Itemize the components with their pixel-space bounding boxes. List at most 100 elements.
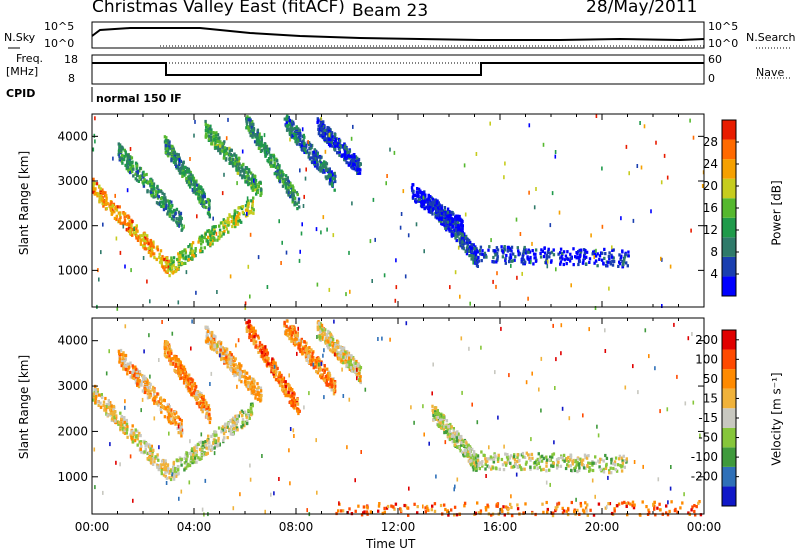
data-cell (208, 199, 211, 203)
data-cell (122, 221, 125, 225)
data-cell (171, 261, 174, 265)
data-cell (156, 453, 159, 457)
data-cell (669, 264, 672, 269)
data-cell (621, 265, 624, 269)
data-cell (508, 260, 511, 264)
data-cell (290, 119, 293, 123)
data-cell (236, 414, 239, 418)
data-cell (212, 341, 216, 345)
data-cell (246, 125, 250, 129)
data-cell (208, 420, 212, 425)
data-cell (183, 173, 186, 177)
data-cell (394, 298, 397, 303)
data-cell (248, 210, 251, 214)
data-cell (241, 370, 244, 374)
data-cell (329, 138, 332, 142)
data-cell (172, 263, 175, 267)
data-cell (546, 264, 549, 269)
data-cell (309, 359, 312, 363)
data-cell (217, 149, 220, 153)
data-cell (552, 253, 556, 257)
data-cell (194, 444, 197, 448)
data-cell (257, 350, 260, 354)
data-cell (230, 220, 233, 224)
data-cell (296, 192, 299, 197)
data-cell (313, 160, 316, 164)
data-cell (193, 396, 197, 400)
data-cell (459, 223, 462, 227)
data-cell (163, 135, 167, 139)
data-cell (660, 256, 662, 261)
data-cell (170, 258, 173, 262)
data-cell (249, 134, 252, 138)
data-cell (319, 163, 322, 167)
data-cell (246, 321, 249, 325)
data-cell (577, 250, 580, 254)
velocity-heatmap (92, 319, 703, 518)
data-cell (569, 252, 572, 256)
data-cell (358, 171, 362, 175)
data-cell (155, 395, 158, 399)
data-cell (217, 145, 220, 149)
data-cell (445, 212, 448, 216)
data-cell (146, 443, 150, 447)
data-cell (221, 191, 224, 196)
data-cell (236, 222, 240, 226)
data-cell (292, 396, 296, 400)
data-cell (255, 387, 259, 391)
data-cell (619, 257, 622, 261)
data-cell (325, 336, 328, 340)
data-cell (298, 142, 301, 147)
data-cell (105, 196, 108, 200)
data-cell (238, 363, 241, 367)
data-cell (416, 187, 419, 191)
data-cell (251, 380, 254, 385)
data-cell (621, 249, 624, 253)
data-cell (425, 205, 428, 209)
data-cell (385, 181, 387, 186)
data-cell (200, 394, 203, 398)
data-cell (291, 120, 295, 124)
data-cell (185, 451, 188, 455)
data-cell (611, 263, 615, 267)
data-cell (148, 451, 152, 455)
data-cell (259, 395, 263, 399)
data-cell (124, 264, 126, 269)
data-cell (173, 154, 176, 158)
data-cell (256, 128, 260, 132)
data-cell (201, 194, 205, 199)
data-cell (580, 248, 583, 252)
data-cell (194, 181, 197, 185)
data-cell (355, 156, 359, 160)
data-cell (249, 385, 252, 389)
data-cell (434, 201, 437, 205)
data-cell (125, 222, 128, 227)
data-cell (182, 160, 185, 164)
data-cell (202, 407, 205, 411)
data-cell (155, 402, 159, 406)
data-cell (302, 138, 305, 142)
data-cell (166, 199, 169, 203)
data-cell (157, 403, 160, 407)
data-cell (109, 205, 112, 209)
data-cell (540, 248, 543, 252)
data-cell (419, 189, 422, 193)
data-cell (292, 122, 295, 126)
data-cell (123, 431, 127, 435)
data-cell (431, 200, 434, 204)
data-cell (172, 215, 176, 219)
data-cell (223, 146, 227, 150)
data-cell (277, 171, 280, 175)
data-cell (454, 233, 457, 237)
data-cell (200, 392, 203, 396)
data-cell (287, 127, 290, 131)
data-cell (203, 402, 207, 406)
data-cell (187, 254, 190, 258)
data-cell (208, 408, 211, 412)
data-cell (132, 167, 135, 171)
data-cell (313, 363, 317, 367)
data-cell (219, 348, 222, 352)
data-cell (92, 190, 95, 194)
data-cell (450, 210, 453, 214)
data-cell (319, 329, 322, 334)
